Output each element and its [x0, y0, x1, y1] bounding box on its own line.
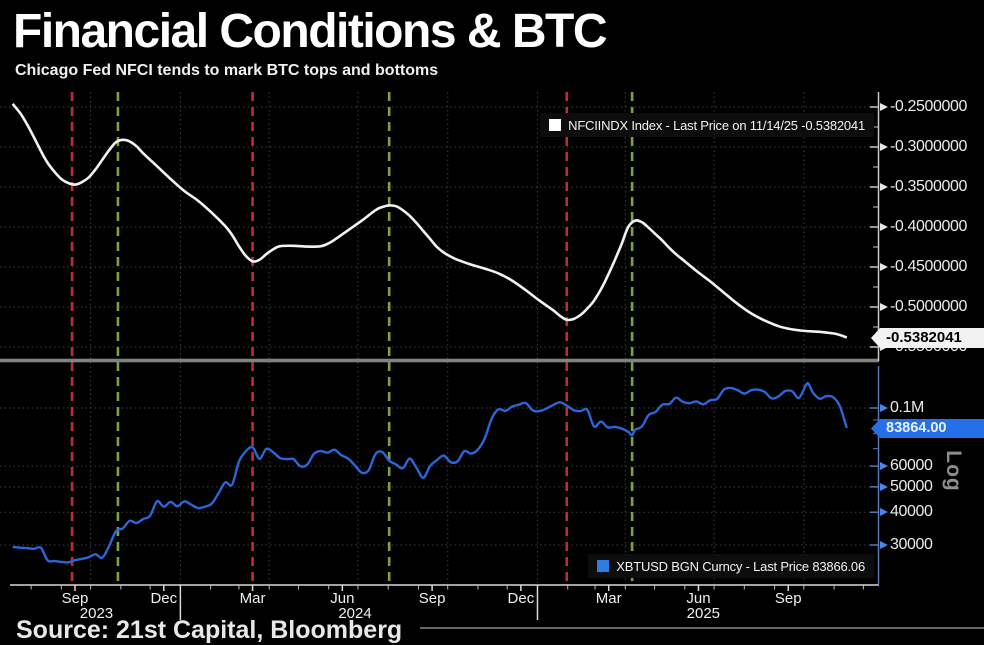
nfci-series-swatch-icon [549, 119, 562, 131]
legend-btc[interactable]: XBTUSD BGN Curncy - Last Price 83866.06 [588, 554, 874, 578]
btc-price-line [12, 382, 848, 564]
btc-last-price-tag[interactable]: 83864.00 [871, 419, 984, 438]
panel-separator [0, 358, 879, 363]
chart-subtitle: Chicago Fed NFCI tends to mark BTC tops … [15, 62, 439, 79]
dual-panel-chart [0, 92, 880, 620]
page-title: Financial Conditions & BTC [13, 5, 608, 58]
legend-nfci-label: NFCIINDX Index - Last Price on 11/14/25 … [568, 117, 865, 133]
nfci-last-price-tag[interactable]: -0.5382041 [871, 328, 984, 348]
bottom-rule [420, 627, 984, 629]
legend-nfci[interactable]: NFCIINDX Index - Last Price on 11/14/25 … [540, 113, 874, 137]
btc-series-swatch-icon [597, 560, 610, 572]
source-caption: Source: 21st Capital, Bloomberg [16, 616, 403, 644]
nfci-line [11, 102, 848, 339]
log-scale-label: Log [942, 450, 965, 492]
legend-btc-label: XBTUSD BGN Curncy - Last Price 83866.06 [616, 558, 865, 574]
